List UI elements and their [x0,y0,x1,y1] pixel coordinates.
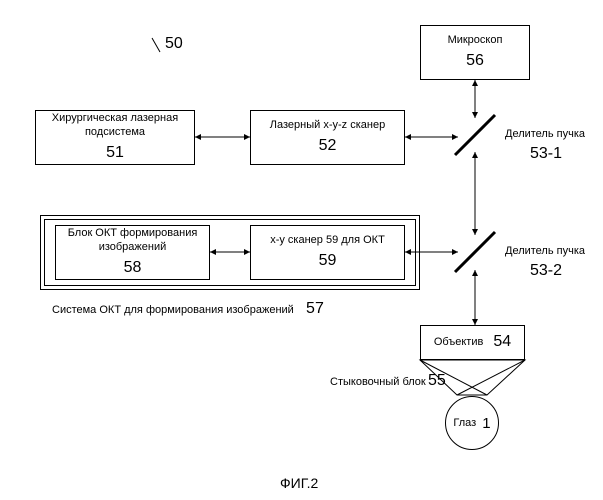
microscope-label: Микроскоп [448,33,503,47]
docking-block-num: 55 [428,372,446,390]
microscope-num: 56 [466,51,484,72]
okt-imaging-block-box: Блок ОКТ формирования изображений 58 [55,225,210,280]
eye-num: 1 [482,415,490,432]
xyz-scanner-label: Лазерный x-y-z сканер [270,118,385,132]
okt-imaging-block-num: 58 [124,258,142,279]
objective-label: Объектив [434,335,483,349]
laser-subsystem-num: 51 [106,143,124,164]
eye-label: Глаз [453,417,476,429]
system-ref-num: 50 [165,35,183,53]
laser-subsystem-box: Хирургическая лазерная подсистема 51 [35,110,195,165]
eye-circle: Глаз 1 [445,396,499,450]
okt-imaging-block-label: Блок ОКТ формирования изображений [68,226,198,255]
docking-block-text: Стыковочный блок [330,376,426,388]
okt-scanner-box: x-y сканер 59 для ОКТ 59 [250,225,405,280]
docking-block-label: Стыковочный блок [330,376,426,388]
figure-label: ФИГ.2 [280,475,318,491]
okt-system-label: Система ОКТ для формирования изображений… [52,300,324,318]
beam-splitter-1-num: 53-1 [530,145,562,163]
beam-splitter-2-num: 53-2 [530,262,562,280]
beam-splitter-1-text: Делитель пучка [505,128,585,140]
beam-splitter-1-label: Делитель пучка [505,128,585,140]
laser-subsystem-label: Хирургическая лазерная подсистема [52,111,178,140]
objective-box: Объектив 54 [420,325,525,360]
beam-splitter-2-label: Делитель пучка [505,245,585,257]
okt-system-num: 57 [306,300,324,317]
microscope-box: Микроскоп 56 [420,25,530,80]
okt-scanner-num: 59 [319,251,337,272]
xyz-scanner-num: 52 [319,136,337,157]
beam-splitter-2-text: Делитель пучка [505,245,585,257]
okt-system-text: Система ОКТ для формирования изображений [52,304,294,316]
okt-scanner-label: x-y сканер 59 для ОКТ [270,233,385,247]
objective-num: 54 [493,332,511,353]
xyz-scanner-box: Лазерный x-y-z сканер 52 [250,110,405,165]
